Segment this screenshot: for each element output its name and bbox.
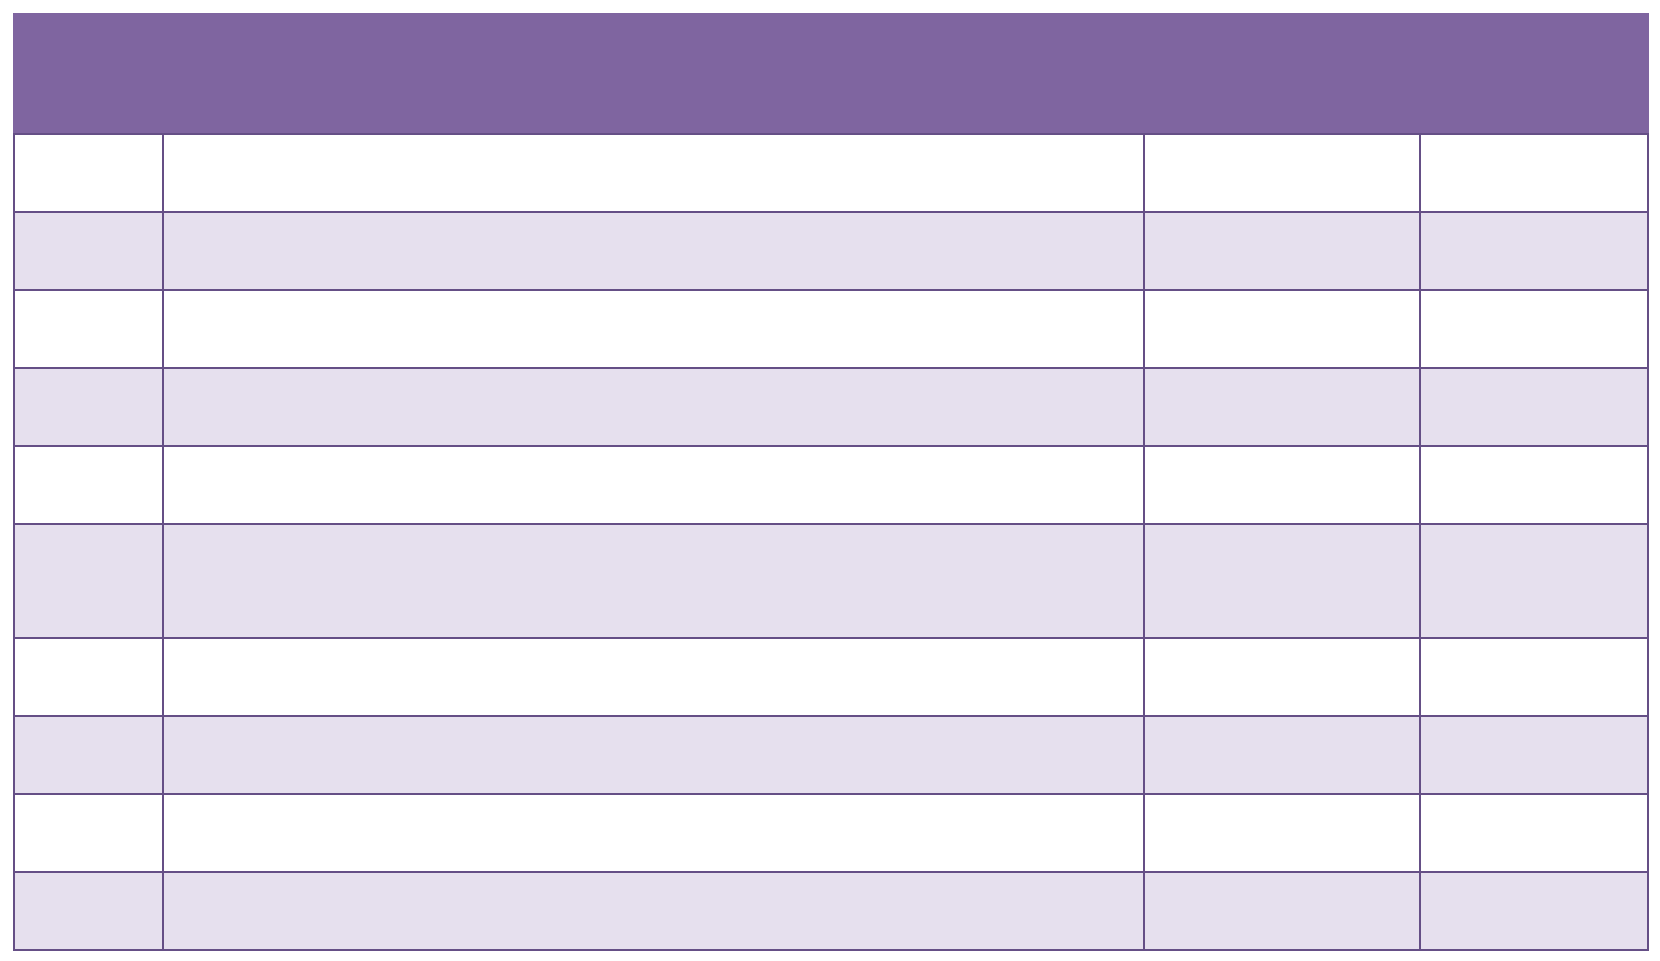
table-row [13,445,1649,525]
table-cell[interactable] [13,367,164,447]
table-header-cell [13,13,1649,135]
table-cell[interactable] [13,793,164,873]
table-row [13,211,1649,291]
table-cell[interactable] [13,523,164,639]
table-cell[interactable] [13,133,164,213]
table-header-row [13,13,1649,135]
table-cell[interactable] [1419,367,1649,447]
table-cell[interactable] [1419,133,1649,213]
table-row [13,871,1649,951]
table-cell[interactable] [1419,871,1649,951]
table-cell[interactable] [162,523,1145,639]
table-cell[interactable] [13,289,164,369]
table-cell[interactable] [1143,871,1421,951]
table-row [13,289,1649,369]
table-cell[interactable] [1143,715,1421,795]
table-cell[interactable] [1143,211,1421,291]
table-cell[interactable] [1143,445,1421,525]
table-cell[interactable] [162,715,1145,795]
table-cell[interactable] [162,133,1145,213]
table-cell[interactable] [1419,211,1649,291]
table-cell[interactable] [162,793,1145,873]
table-body [13,133,1649,951]
table-cell[interactable] [162,211,1145,291]
table-cell[interactable] [1419,445,1649,525]
table-cell[interactable] [162,445,1145,525]
table-row [13,523,1649,639]
table-cell[interactable] [1143,367,1421,447]
table-row [13,367,1649,447]
table-cell[interactable] [1419,289,1649,369]
table-row [13,637,1649,717]
table-cell[interactable] [1143,289,1421,369]
table-cell[interactable] [162,289,1145,369]
table-cell[interactable] [162,367,1145,447]
table-cell[interactable] [1143,133,1421,213]
table-row [13,133,1649,213]
table-row [13,715,1649,795]
table-cell[interactable] [13,715,164,795]
table-cell[interactable] [1143,523,1421,639]
table-cell[interactable] [1419,793,1649,873]
table-cell[interactable] [1419,523,1649,639]
table-cell[interactable] [13,871,164,951]
table-cell[interactable] [1419,715,1649,795]
table-cell[interactable] [1419,637,1649,717]
empty-table [13,13,1649,951]
table-cell[interactable] [162,637,1145,717]
table-cell[interactable] [1143,793,1421,873]
table-cell[interactable] [13,637,164,717]
table-cell[interactable] [13,211,164,291]
table-cell[interactable] [162,871,1145,951]
table-cell[interactable] [13,445,164,525]
table-row [13,793,1649,873]
table-cell[interactable] [1143,637,1421,717]
